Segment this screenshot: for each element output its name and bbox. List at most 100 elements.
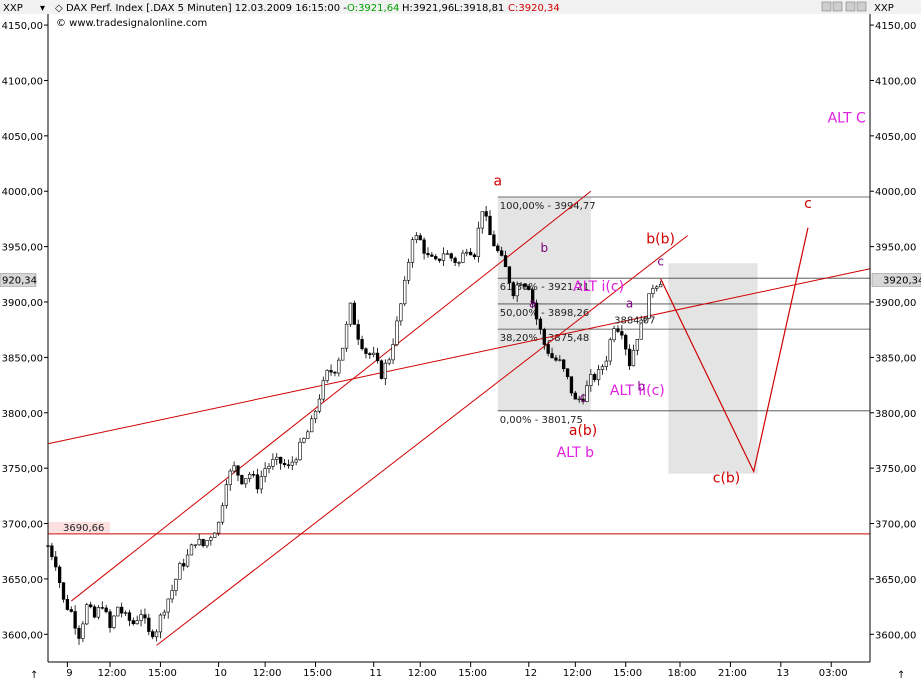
price-tag-right: 3920,34 bbox=[871, 273, 921, 287]
candle-up bbox=[85, 604, 89, 625]
maximize-button[interactable] bbox=[845, 1, 856, 12]
y-tick-label-right: 3850,00 bbox=[875, 353, 916, 364]
candle-down bbox=[511, 282, 515, 297]
candle-down bbox=[352, 302, 356, 325]
candle-up bbox=[585, 385, 589, 402]
candle-down bbox=[492, 234, 496, 247]
candle-down bbox=[468, 251, 473, 256]
candle-up bbox=[387, 359, 391, 364]
candle-down bbox=[329, 370, 333, 373]
wave-label: c bbox=[580, 391, 587, 405]
x-tick-label: 18:00 bbox=[668, 668, 697, 679]
high-value: H:3921,96 bbox=[402, 3, 454, 14]
up-arrow-icon: ↑ bbox=[897, 670, 905, 680]
candle-up bbox=[263, 468, 267, 477]
candle-down bbox=[364, 348, 368, 354]
y-tick-label-right: 3900,00 bbox=[875, 298, 916, 309]
alt-label: ALT C bbox=[828, 111, 866, 127]
candle-down bbox=[422, 239, 426, 254]
symbol-left[interactable]: XXP bbox=[3, 3, 23, 14]
right-arrow-button[interactable] bbox=[832, 1, 843, 12]
candle-down bbox=[616, 328, 620, 332]
candle-up bbox=[647, 293, 651, 319]
x-tick-label: 21:00 bbox=[718, 668, 747, 679]
candle-down bbox=[77, 627, 81, 639]
candle-down bbox=[251, 474, 256, 476]
svg-text:3920,34: 3920,34 bbox=[883, 275, 921, 286]
candle-down bbox=[593, 374, 597, 381]
candle-down bbox=[620, 331, 624, 336]
candle-up bbox=[154, 631, 159, 638]
diamond-icon: ◇ bbox=[55, 3, 63, 14]
header: XXP ▾ ◇ DAX Perf. Index [.DAX 5 Minuten]… bbox=[0, 0, 921, 29]
candle-up bbox=[325, 370, 329, 381]
candle-up bbox=[608, 339, 612, 362]
candle-down bbox=[573, 392, 577, 400]
candle-up bbox=[383, 362, 387, 379]
candle-down bbox=[54, 556, 58, 568]
candle-up bbox=[112, 615, 116, 628]
wave-labels: a b a c a(b) a b b(b) c c(b) c ALT i(c) ALT ii(c) ALT… bbox=[493, 111, 866, 487]
support-label: 3690,66 bbox=[63, 523, 104, 534]
candle-up bbox=[298, 441, 302, 461]
candle-up bbox=[600, 366, 605, 370]
y-tick-label-right: 4050,00 bbox=[875, 132, 916, 143]
y-tick-label-left: 3600,00 bbox=[2, 630, 43, 641]
trendline-long bbox=[47, 268, 871, 445]
candle-up bbox=[631, 349, 636, 367]
y-tick-label-right: 3950,00 bbox=[875, 243, 916, 254]
y-tick-label-right: 4150,00 bbox=[875, 21, 916, 32]
candle-down bbox=[151, 631, 155, 638]
candle-up bbox=[166, 598, 170, 613]
y-tick-label-left: 3750,00 bbox=[2, 464, 43, 475]
left-arrow-button[interactable] bbox=[821, 1, 832, 12]
projection-path: 3884,07 bbox=[614, 227, 809, 474]
up-arrow-icon: ↑ bbox=[30, 670, 38, 680]
candle-down bbox=[550, 353, 554, 359]
x-tick-label: 15:00 bbox=[303, 668, 332, 679]
candle-up bbox=[655, 286, 659, 289]
candle-down bbox=[104, 607, 108, 613]
candle-down bbox=[562, 359, 566, 370]
candle-up bbox=[302, 438, 306, 443]
candle-down bbox=[108, 611, 112, 628]
x-tick-label: 10 bbox=[214, 668, 227, 679]
candle-up bbox=[275, 456, 279, 460]
candle-down bbox=[496, 245, 500, 252]
candle-down bbox=[368, 353, 372, 356]
level-label: 3884,07 bbox=[614, 316, 655, 327]
dropdown-icon[interactable]: ▾ bbox=[40, 3, 45, 14]
candle-down bbox=[61, 582, 66, 600]
candle-down bbox=[434, 256, 438, 260]
candle-up bbox=[205, 539, 209, 547]
close-button[interactable] bbox=[856, 1, 867, 12]
shade-zone-target bbox=[668, 263, 758, 474]
candle-down bbox=[143, 614, 147, 619]
low-value: L:3918,81 bbox=[454, 3, 504, 14]
candle-up bbox=[197, 538, 201, 546]
support-label-bg bbox=[48, 521, 110, 533]
candle-down bbox=[356, 324, 360, 340]
candle-up bbox=[244, 478, 248, 485]
x-tick-label: 13 bbox=[776, 668, 789, 679]
candle-up bbox=[589, 374, 593, 386]
x-tick-label: 11 bbox=[369, 668, 382, 679]
close-value: C:3920,34 bbox=[508, 3, 560, 14]
open-value: O:3921,64 bbox=[347, 3, 399, 14]
candle-up bbox=[403, 279, 407, 305]
candle-down bbox=[449, 253, 453, 259]
candle-down bbox=[88, 604, 93, 608]
y-tick-label-left: 3850,00 bbox=[2, 353, 43, 364]
candle-up bbox=[306, 431, 310, 439]
candle-up bbox=[174, 578, 178, 591]
candle-down bbox=[546, 344, 550, 354]
candle-down bbox=[523, 284, 527, 287]
candle-down bbox=[581, 398, 585, 402]
x-tick-label: 03:00 bbox=[819, 668, 848, 679]
x-tick-label: 15:00 bbox=[148, 668, 177, 679]
wave-label: a(b) bbox=[569, 423, 597, 439]
candles bbox=[46, 205, 663, 645]
candle-up bbox=[313, 410, 318, 420]
candle-down bbox=[73, 611, 77, 629]
